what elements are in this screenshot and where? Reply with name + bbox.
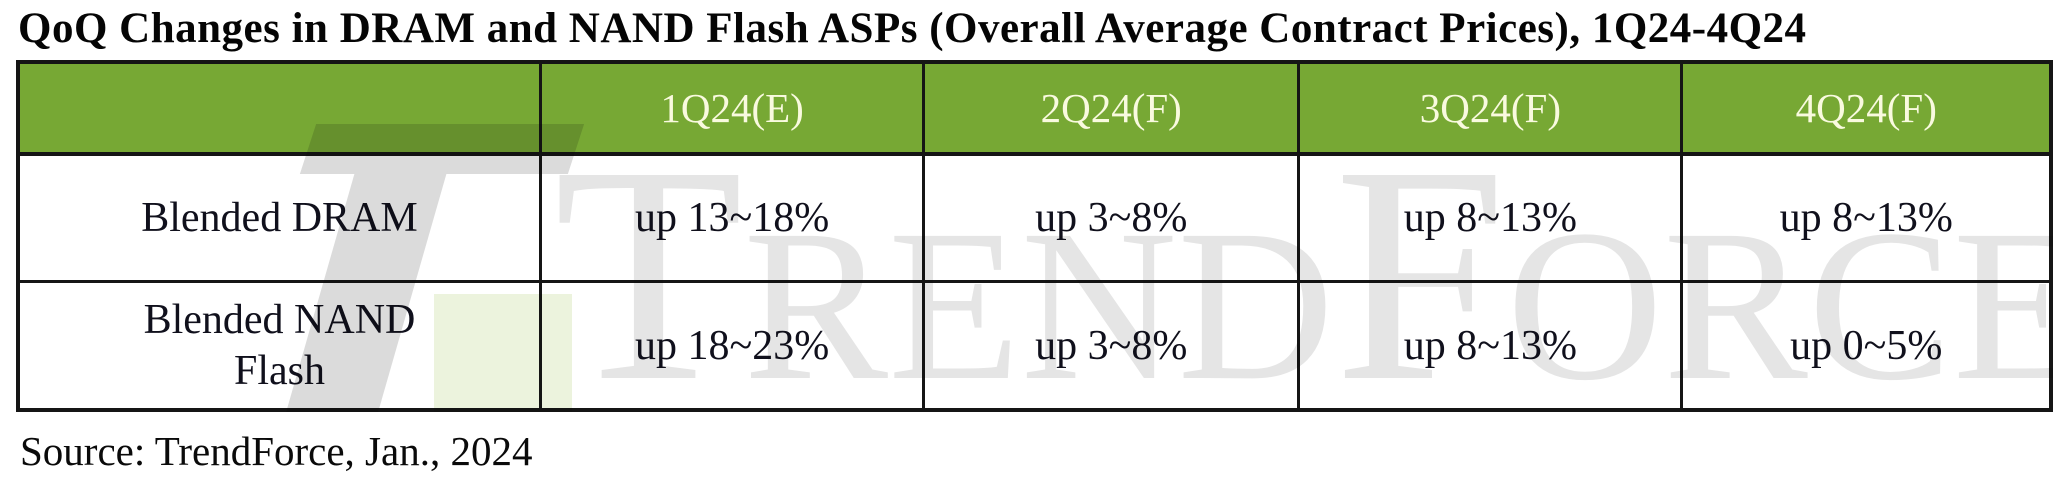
row-label-nand: Blended NAND Flash — [16, 279, 542, 412]
header-row: 1Q24(E) 2Q24(F) 3Q24(F) 4Q24(F) — [16, 60, 2053, 157]
asp-table: 1Q24(E) 2Q24(F) 3Q24(F) 4Q24(F) Blended … — [16, 60, 2053, 413]
header-cell-3q24: 3Q24(F) — [1297, 60, 1684, 157]
header-cell-4q24: 4Q24(F) — [1680, 60, 2053, 157]
header-cell-2q24: 2Q24(F) — [922, 60, 1301, 157]
table-row-dram: Blended DRAM up 13~18% up 3~8% up 8~13% … — [16, 152, 2053, 283]
value-cell-nand-4q24: up 0~5% — [1680, 279, 2053, 412]
table-row-nand: Blended NAND Flash up 18~23% up 3~8% up … — [16, 279, 2053, 412]
figure-title: QoQ Changes in DRAM and NAND Flash ASPs … — [18, 5, 1807, 52]
value-cell-dram-4q24: up 8~13% — [1680, 152, 2053, 283]
row-label-text: Blended DRAM — [141, 194, 418, 241]
header-cell-blank — [16, 60, 542, 157]
header-cell-1q24: 1Q24(E) — [538, 60, 926, 157]
source-note: Source: TrendForce, Jan., 2024 — [20, 428, 533, 475]
value-cell-nand-3q24: up 8~13% — [1297, 279, 1684, 412]
value-cell-nand-2q24: up 3~8% — [922, 279, 1301, 412]
row-label-text: Blended NAND Flash — [143, 297, 416, 394]
value-cell-dram-2q24: up 3~8% — [922, 152, 1301, 283]
value-cell-dram-3q24: up 8~13% — [1297, 152, 1684, 283]
value-cell-dram-1q24: up 13~18% — [538, 152, 926, 283]
table-wrap: 1Q24(E) 2Q24(F) 3Q24(F) 4Q24(F) Blended … — [16, 60, 2053, 413]
value-cell-nand-1q24: up 18~23% — [538, 279, 926, 412]
row-label-dram: Blended DRAM — [16, 152, 542, 283]
